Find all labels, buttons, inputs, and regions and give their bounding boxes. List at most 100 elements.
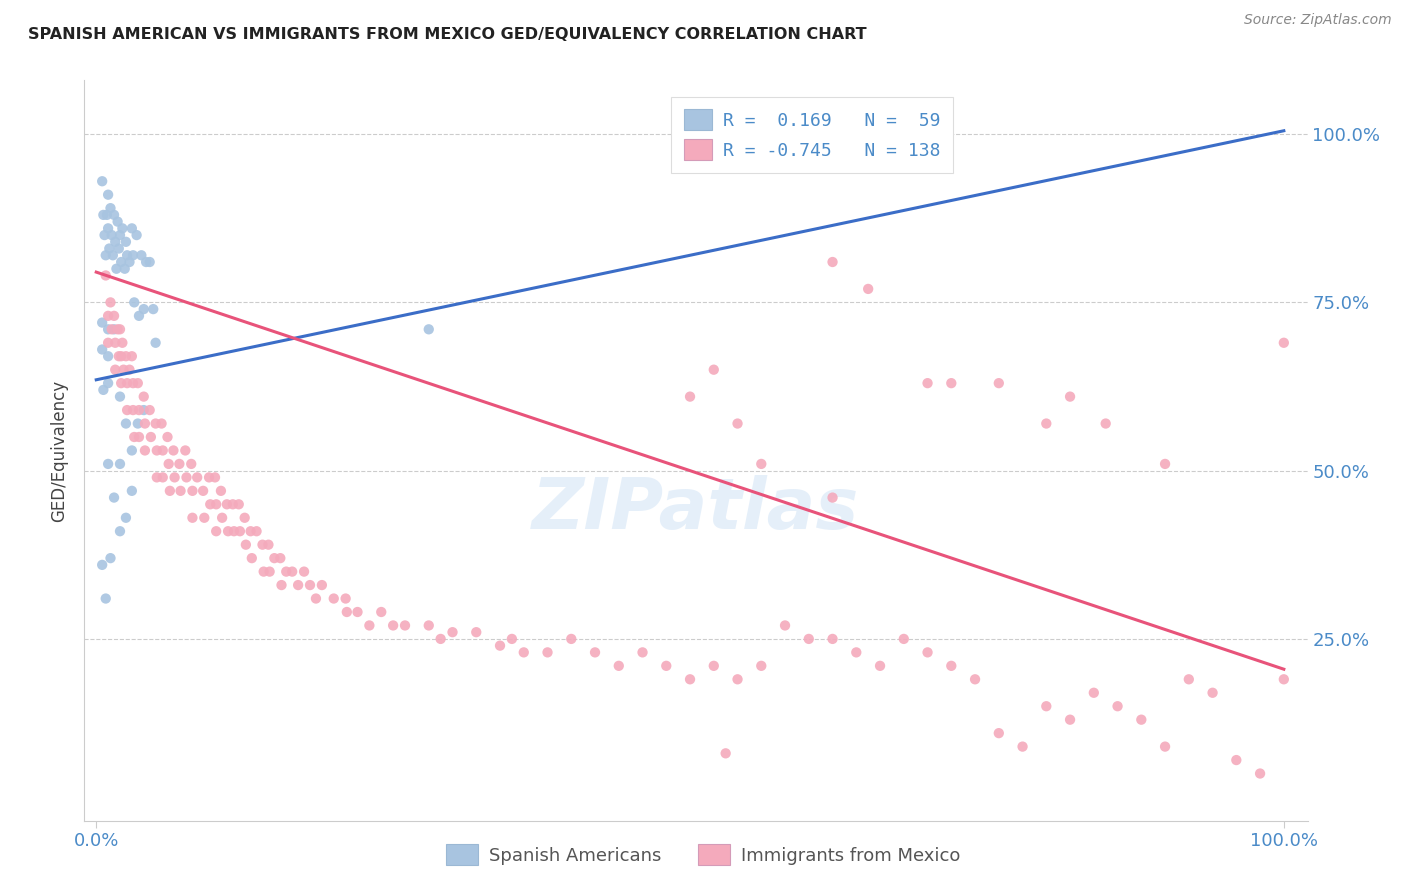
Point [987, 376, 1010, 391]
Point [132, 390, 155, 404]
Point [97, 309, 120, 323]
Point [169, 483, 191, 498]
Point [97, 457, 120, 471]
Point [1154, 739, 1177, 754]
Point [233, 510, 256, 524]
Point [104, 235, 127, 249]
Point [138, 403, 160, 417]
Point [204, 470, 226, 484]
Point [91, 343, 114, 357]
Point [111, 221, 134, 235]
Point [152, 443, 174, 458]
Point [127, 376, 149, 391]
Point [1059, 390, 1081, 404]
Point [1178, 673, 1201, 687]
Point [125, 228, 148, 243]
Point [103, 491, 125, 505]
Point [91, 558, 114, 572]
Point [679, 390, 702, 404]
Point [1201, 686, 1223, 700]
Point [1225, 753, 1247, 767]
Point [91, 316, 114, 330]
Point [100, 228, 122, 243]
Point [239, 524, 262, 539]
Point [394, 618, 416, 632]
Point [176, 470, 198, 484]
Point [222, 524, 245, 539]
Point [142, 302, 165, 317]
Point [132, 403, 155, 417]
Point [270, 578, 292, 592]
Point [93, 208, 115, 222]
Point [115, 403, 138, 417]
Point [655, 658, 678, 673]
Point [115, 417, 138, 431]
Point [114, 261, 136, 276]
Point [856, 282, 879, 296]
Point [205, 524, 228, 539]
Point [104, 362, 127, 376]
Point [235, 538, 257, 552]
Point [703, 658, 725, 673]
Point [118, 255, 141, 269]
Point [269, 551, 291, 566]
Point [108, 322, 131, 336]
Point [121, 483, 143, 498]
Legend: R =  0.169   N =  59, R = -0.745   N = 138: R = 0.169 N = 59, R = -0.745 N = 138 [671, 96, 953, 173]
Point [115, 510, 138, 524]
Point [845, 645, 868, 659]
Point [97, 349, 120, 363]
Point [96, 208, 118, 222]
Point [145, 335, 167, 350]
Point [941, 376, 963, 391]
Point [107, 349, 129, 363]
Point [1272, 673, 1295, 687]
Point [217, 524, 239, 539]
Point [107, 214, 129, 228]
Point [181, 510, 204, 524]
Point [821, 491, 844, 505]
Point [1249, 766, 1271, 780]
Point [152, 470, 174, 484]
Text: SPANISH AMERICAN VS IMMIGRANTS FROM MEXICO GED/EQUIVALENCY CORRELATION CHART: SPANISH AMERICAN VS IMMIGRANTS FROM MEXI… [28, 27, 866, 42]
Point [108, 228, 131, 243]
Point [917, 376, 939, 391]
Point [93, 228, 115, 243]
Point [1011, 739, 1033, 754]
Point [115, 235, 138, 249]
Point [727, 417, 749, 431]
Point [773, 618, 796, 632]
Point [146, 470, 169, 484]
Point [174, 443, 197, 458]
Point [121, 221, 143, 235]
Point [941, 658, 963, 673]
Point [122, 376, 145, 391]
Point [305, 591, 328, 606]
Point [336, 605, 359, 619]
Point [107, 322, 129, 336]
Point [100, 295, 122, 310]
Point [191, 483, 214, 498]
Point [418, 618, 440, 632]
Point [1130, 713, 1153, 727]
Point [145, 417, 167, 431]
Point [97, 335, 120, 350]
Point [135, 255, 157, 269]
Point [346, 605, 368, 619]
Point [150, 417, 173, 431]
Point [252, 538, 274, 552]
Point [259, 565, 281, 579]
Point [200, 497, 222, 511]
Point [292, 565, 315, 579]
Point [163, 470, 186, 484]
Point [110, 376, 132, 391]
Point [727, 673, 749, 687]
Point [94, 248, 117, 262]
Point [122, 248, 145, 262]
Point [107, 242, 129, 256]
Point [100, 201, 122, 215]
Point [131, 248, 153, 262]
Point [110, 349, 132, 363]
Point [322, 591, 344, 606]
Point [501, 632, 523, 646]
